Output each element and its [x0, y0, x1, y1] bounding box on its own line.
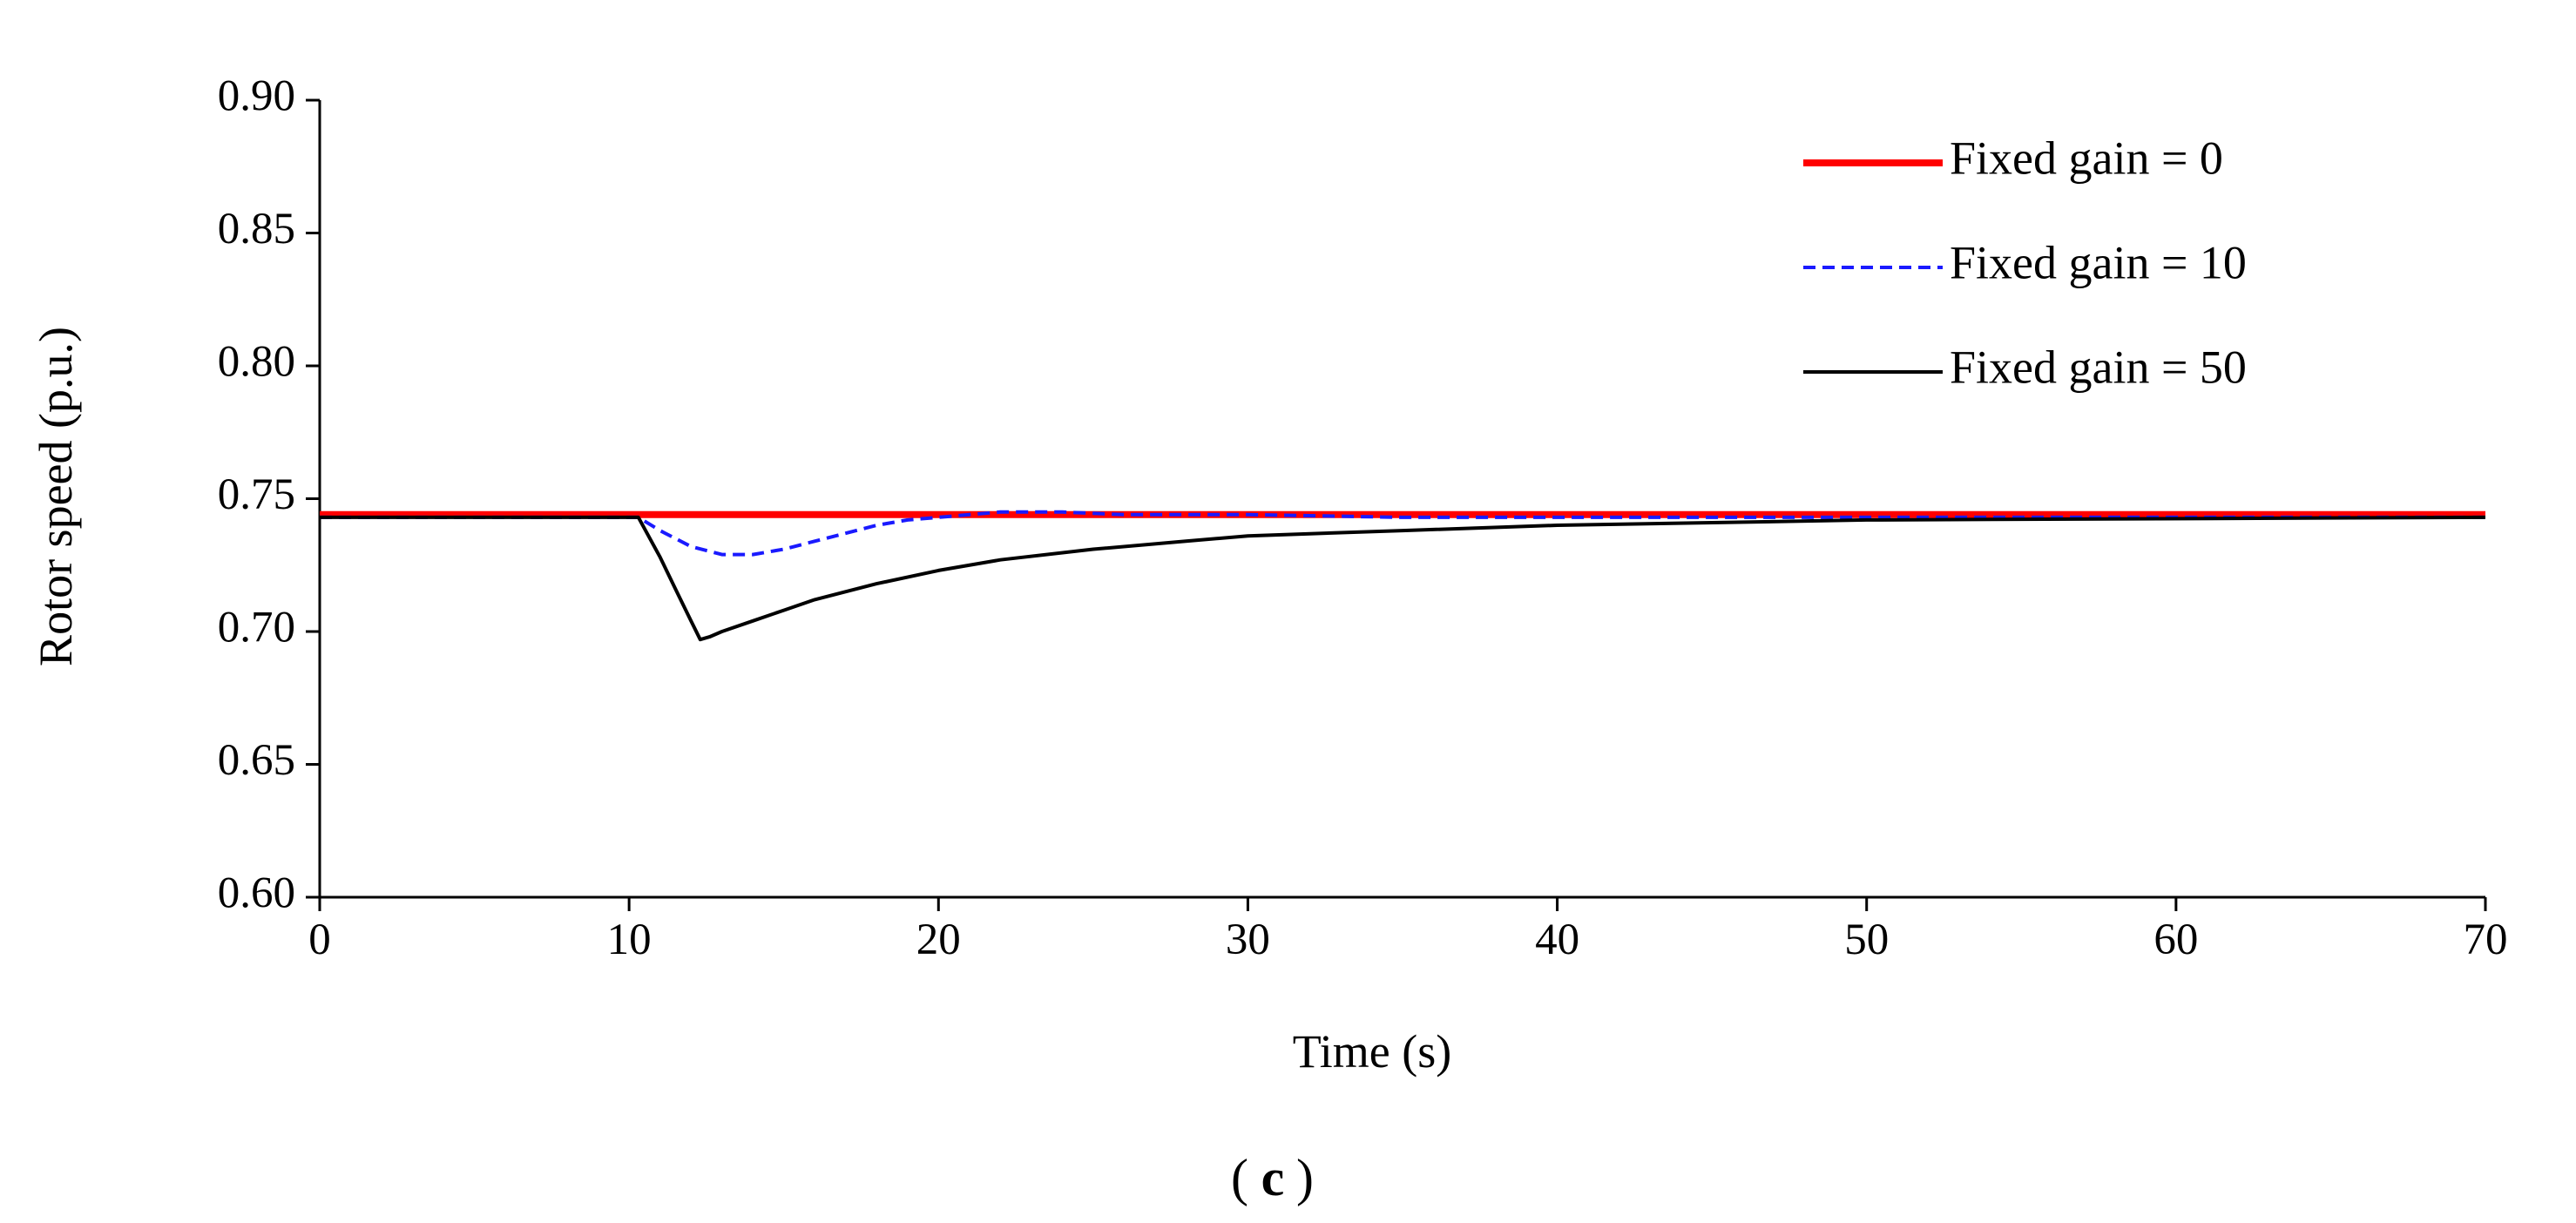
x-tick-label: 60	[2153, 916, 2198, 964]
y-tick-label: 0.80	[218, 338, 295, 387]
axes	[318, 100, 2485, 899]
x-tick-label: 50	[1844, 916, 1889, 964]
x-tick-label: 40	[1535, 916, 1579, 964]
x-ticks: 0 10 20 30 40 50 60 70	[308, 897, 2508, 964]
legend-label-2: Fixed gain = 10	[1950, 236, 2247, 288]
series-line-2	[320, 510, 2485, 557]
x-tick-label: 10	[607, 916, 652, 964]
panel-label: c	[1261, 1149, 1285, 1206]
x-tick-label: 20	[916, 916, 961, 964]
y-ticks: 0.60 0.65 0.70 0.75 0.80 0.85 0.90	[218, 72, 320, 918]
y-tick-label: 0.75	[218, 470, 295, 519]
legend: Fixed gain = 0 Fixed gain = 10 Fixed gain …	[1803, 132, 2247, 393]
y-tick-label: 0.90	[218, 72, 295, 121]
x-tick-label: 30	[1226, 916, 1270, 964]
series-line-3	[320, 515, 2486, 642]
panel-label-close-paren: )	[1296, 1149, 1314, 1206]
y-tick-label: 0.65	[218, 736, 295, 785]
y-tick-label: 0.60	[218, 869, 295, 918]
x-tick-label: 0	[308, 916, 331, 964]
x-axis-label: Time (s)	[1293, 1025, 1452, 1078]
x-tick-label: 70	[2464, 916, 2508, 964]
panel-label-open-paren: (	[1231, 1149, 1248, 1206]
legend-label-3: Fixed gain = 50	[1950, 341, 2247, 393]
legend-label-1: Fixed gain = 0	[1950, 132, 2223, 184]
series-layer	[320, 510, 2486, 642]
y-axis-label: Rotor speed (p.u.)	[30, 327, 82, 666]
y-tick-label: 0.85	[218, 205, 295, 253]
y-tick-label: 0.70	[218, 604, 295, 652]
